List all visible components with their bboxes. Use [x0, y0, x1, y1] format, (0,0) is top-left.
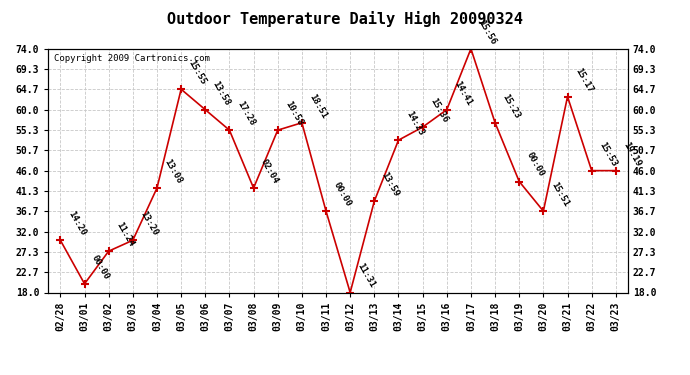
Text: 00:00: 00:00	[332, 180, 353, 209]
Text: 00:00: 00:00	[90, 253, 111, 281]
Text: 15:56: 15:56	[477, 18, 497, 46]
Text: 11:31: 11:31	[356, 262, 377, 290]
Text: 13:58: 13:58	[211, 79, 232, 107]
Text: 14:23: 14:23	[404, 110, 425, 137]
Text: 15:53: 15:53	[598, 140, 618, 168]
Text: 15:23: 15:23	[501, 92, 522, 120]
Text: 15:51: 15:51	[549, 180, 570, 209]
Text: 11:24: 11:24	[115, 220, 135, 248]
Text: 10:58: 10:58	[284, 100, 304, 128]
Text: 13:59: 13:59	[380, 171, 401, 198]
Text: 14:41: 14:41	[453, 79, 473, 107]
Text: Copyright 2009 Cartronics.com: Copyright 2009 Cartronics.com	[54, 54, 210, 63]
Text: 18:51: 18:51	[308, 92, 328, 120]
Text: 13:08: 13:08	[163, 158, 184, 185]
Text: 15:36: 15:36	[428, 96, 449, 124]
Text: 13:20: 13:20	[139, 210, 159, 237]
Text: 15:17: 15:17	[573, 66, 594, 94]
Text: 17:28: 17:28	[235, 100, 256, 128]
Text: Outdoor Temperature Daily High 20090324: Outdoor Temperature Daily High 20090324	[167, 11, 523, 27]
Text: 19:19: 19:19	[622, 140, 642, 168]
Text: 02:04: 02:04	[259, 158, 280, 185]
Text: 14:20: 14:20	[66, 210, 87, 237]
Text: 15:55: 15:55	[187, 58, 208, 87]
Text: 00:00: 00:00	[525, 151, 546, 179]
